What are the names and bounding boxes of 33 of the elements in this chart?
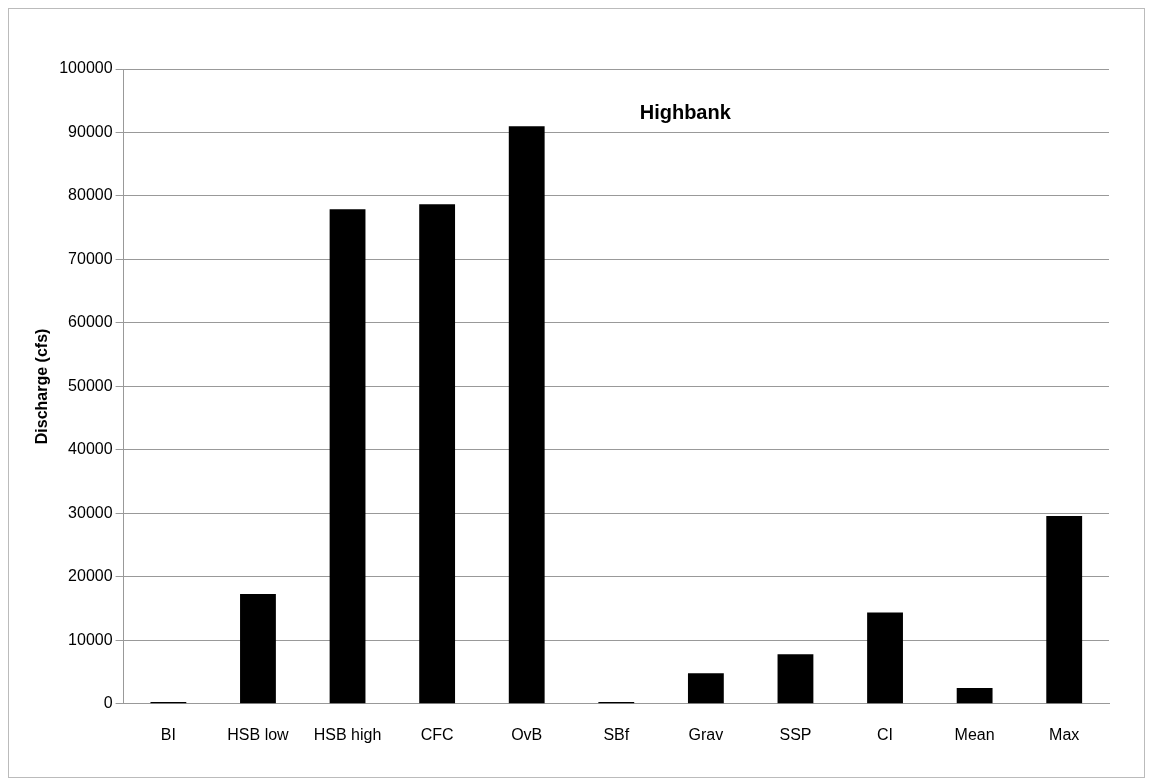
- bar: [1046, 515, 1083, 704]
- bar: [240, 593, 276, 704]
- y-tick-label: 70000: [68, 249, 113, 267]
- x-tick-label: HSB low: [227, 725, 290, 743]
- x-tick-label: HSB high: [313, 725, 382, 743]
- x-tick-label: BI: [160, 725, 176, 743]
- y-tick-label: 10000: [68, 630, 113, 648]
- x-tick-label: OvB: [511, 725, 543, 743]
- x-tick-label: SSP: [779, 725, 812, 743]
- x-tick-label: Grav: [688, 725, 724, 743]
- y-tick-label: 30000: [68, 503, 113, 521]
- bar: [419, 204, 456, 704]
- y-tick-label: 50000: [68, 376, 113, 394]
- text: Highbank: [639, 100, 732, 123]
- bar: [867, 612, 903, 704]
- x-tick-label: CFC: [420, 725, 454, 743]
- y-tick-label: 80000: [68, 186, 113, 204]
- y-tick-label: 20000: [68, 567, 113, 585]
- bar: [508, 126, 545, 704]
- x-tick-label: Mean: [954, 725, 995, 743]
- y-tick-label: 90000: [68, 122, 113, 140]
- y-tick-label: 60000: [68, 313, 113, 331]
- bar: [956, 687, 993, 704]
- x-tick-label: Max: [1049, 725, 1080, 743]
- y-tick-label: 0: [103, 694, 113, 712]
- bar: [329, 209, 366, 704]
- y-tick-label: 40000: [68, 440, 113, 458]
- x-tick-label: CI: [877, 725, 894, 743]
- y-axis-title: Discharge (cfs): [33, 328, 51, 445]
- y-tick-label: 100000: [59, 59, 113, 77]
- bar: [777, 654, 814, 704]
- bar: [687, 673, 724, 704]
- x-tick-label: SBf: [603, 725, 630, 743]
